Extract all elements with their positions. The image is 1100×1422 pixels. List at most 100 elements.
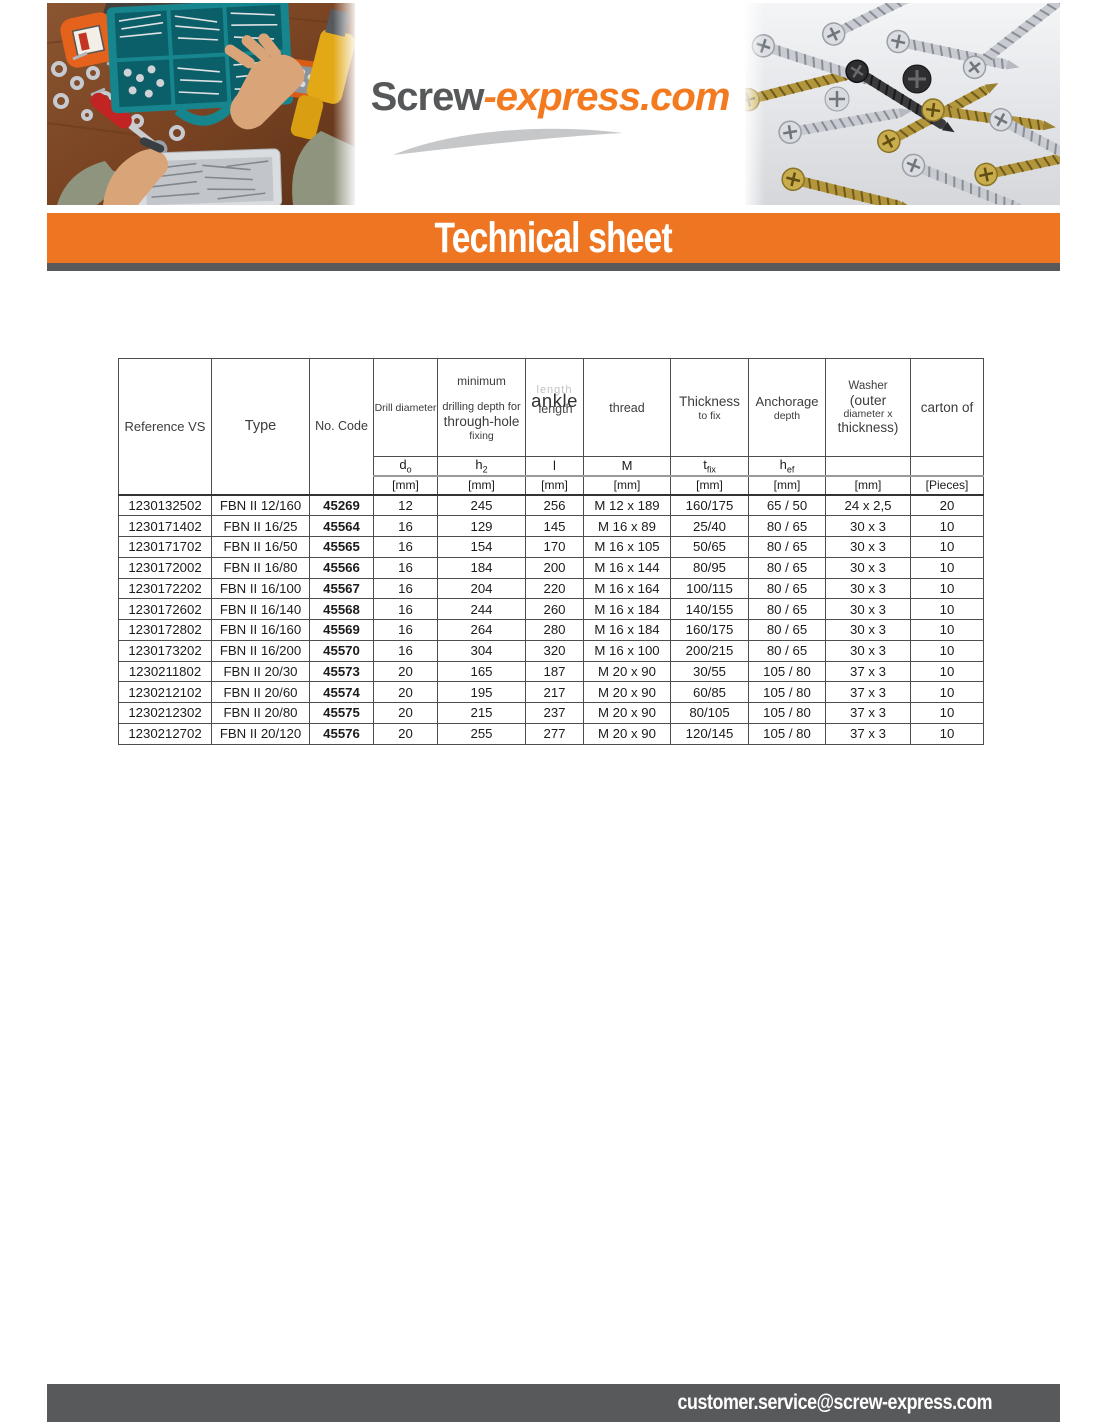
table-cell: FBN II 20/30 (211, 660, 310, 683)
table-row: 1230132502 FBN II 12/160 45269 12 245 256 M 12… (118, 493, 984, 517)
table-cell: 105 / 80 (748, 722, 826, 745)
header-row-units: [mm] [mm] [mm] [mm] [mm] [mm] [mm] [Piec… (119, 474, 984, 496)
table-cell: 1230212302 (118, 702, 212, 724)
table-cell: 105 / 80 (748, 681, 826, 704)
table-cell: M 12 x 189 (583, 493, 671, 517)
table-cell: 37 x 3 (825, 702, 911, 724)
table-cell: M 16 x 100 (583, 639, 671, 662)
table-cell: 1230171402 (118, 515, 212, 538)
logo-swoosh-icon (393, 128, 623, 155)
ankle-ghost-text: length (536, 384, 573, 396)
table-cell: 45565 (309, 536, 374, 558)
washer-line4: thickness) (837, 420, 899, 435)
table-cell: 10 (910, 619, 984, 641)
symbol-carton-empty (910, 455, 984, 477)
table-row: 1230212102 FBN II 20/60 45574 20 195 217 M 20 … (118, 681, 984, 704)
table-cell: M 16 x 184 (583, 619, 671, 641)
col-header-thickness: Thickness to fix (670, 358, 749, 457)
table-cell: M 16 x 144 (583, 556, 671, 579)
table-cell: 1230211802 (118, 660, 212, 683)
table-cell: 1230212102 (118, 681, 212, 704)
thickness-label: Thickness (679, 393, 740, 409)
washers (51, 61, 185, 141)
table-cell: 154 (437, 536, 526, 558)
table-cell: 80/105 (670, 702, 749, 724)
table-cell: 120/145 (670, 722, 749, 745)
table-cell: 129 (437, 515, 526, 538)
table-row: 1230173202 FBN II 16/200 45570 16 304 320 M 16… (118, 639, 984, 662)
table-cell: 30 x 3 (825, 556, 911, 579)
table-cell: 80 / 65 (748, 556, 826, 579)
table-cell: 160/175 (670, 493, 749, 517)
table-cell: 45573 (309, 660, 374, 683)
col-header-min-drilling-depth: minimum drilling depth for through-hole … (437, 358, 526, 457)
table-cell: FBN II 20/120 (211, 722, 310, 745)
table-row: 1230212302 FBN II 20/80 45575 20 215 237 M 20 … (118, 702, 984, 724)
table-cell: 105 / 80 (748, 660, 826, 683)
table-cell: M 20 x 90 (583, 702, 671, 724)
thickness-sublabel: to fix (698, 409, 721, 422)
workbench-photo (47, 3, 355, 205)
symbol-washer-empty (825, 455, 911, 477)
table-cell: 10 (910, 722, 984, 745)
unit-carton: [Pieces] (910, 474, 984, 496)
min-depth-line3: through-hole (443, 413, 520, 429)
table-cell: 280 (525, 619, 584, 641)
table-cell: 277 (525, 722, 584, 745)
table-cell: 16 (373, 556, 438, 579)
table-cell: 30/55 (670, 660, 749, 683)
tape-measure (60, 12, 118, 68)
spec-table-wrap: Reference VS Type No. Code Drill diamete… (118, 357, 984, 745)
table-row: 1230172602 FBN II 16/140 45568 16 244 260 M 16… (118, 598, 984, 621)
table-cell: 256 (525, 493, 584, 517)
table-cell: 37 x 3 (825, 722, 911, 745)
table-cell: 20 (373, 722, 438, 745)
table-cell: 20 (910, 493, 984, 517)
table-cell: M 20 x 90 (583, 681, 671, 704)
table-cell: 20 (373, 702, 438, 724)
banner-technical-sheet: Technical sheet (47, 213, 1060, 263)
table-cell: 45566 (309, 556, 374, 579)
col-header-ankle-length: length ankle length (525, 358, 584, 457)
table-cell: FBN II 20/60 (211, 681, 310, 704)
table-row: 1230172002 FBN II 16/80 45566 16 184 200 M 16 … (118, 556, 984, 579)
table-cell: FBN II 12/160 (211, 493, 310, 517)
col-header-type: Type (211, 357, 310, 496)
table-cell: 16 (373, 639, 438, 662)
table-cell: 264 (437, 619, 526, 641)
table-row: 1230211802 FBN II 20/30 45573 20 165 187 M 20 … (118, 660, 984, 683)
table-cell: FBN II 16/160 (211, 619, 310, 641)
col-header-reference-vs: Reference VS (118, 357, 212, 496)
table-cell: 24 x 2,5 (825, 493, 911, 517)
table-cell: 30 x 3 (825, 619, 911, 641)
table-cell: 16 (373, 515, 438, 538)
table-cell: 80 / 65 (748, 515, 826, 538)
ankle-main-text: ankle (531, 390, 578, 411)
logo-text: Screw-express.com (355, 75, 745, 120)
table-cell: FBN II 20/80 (211, 702, 310, 724)
table-cell: FBN II 16/140 (211, 598, 310, 621)
table-cell: 80 / 65 (748, 577, 826, 600)
table-row: 1230171702 FBN II 16/50 45565 16 154 170 M 16 … (118, 536, 984, 558)
table-row: 1230172202 FBN II 16/100 45567 16 204 220 M 16… (118, 577, 984, 600)
table-cell: 1230172202 (118, 577, 212, 600)
table-cell: 170 (525, 536, 584, 558)
table-cell: 204 (437, 577, 526, 600)
symbol-drilling-depth: h2 (437, 455, 526, 477)
table-cell: 10 (910, 515, 984, 538)
table-cell: M 16 x 105 (583, 536, 671, 558)
header-row-labels: Reference VS Type No. Code Drill diamete… (118, 357, 984, 496)
unit-drilling-depth: [mm] (437, 474, 526, 496)
table-cell: 80 / 65 (748, 598, 826, 621)
min-depth-line4: fixing (469, 429, 494, 442)
min-depth-line1: minimum (457, 373, 506, 388)
table-cell: 320 (525, 639, 584, 662)
table-cell: 60/85 (670, 681, 749, 704)
table-cell: 80 / 65 (748, 619, 826, 641)
table-cell: 37 x 3 (825, 660, 911, 683)
table-cell: 200/215 (670, 639, 749, 662)
table-cell: 145 (525, 515, 584, 538)
table-body: 1230132502 FBN II 12/160 45269 12 245 256 M 12… (118, 493, 984, 745)
unit-anchorage: [mm] (748, 474, 826, 496)
